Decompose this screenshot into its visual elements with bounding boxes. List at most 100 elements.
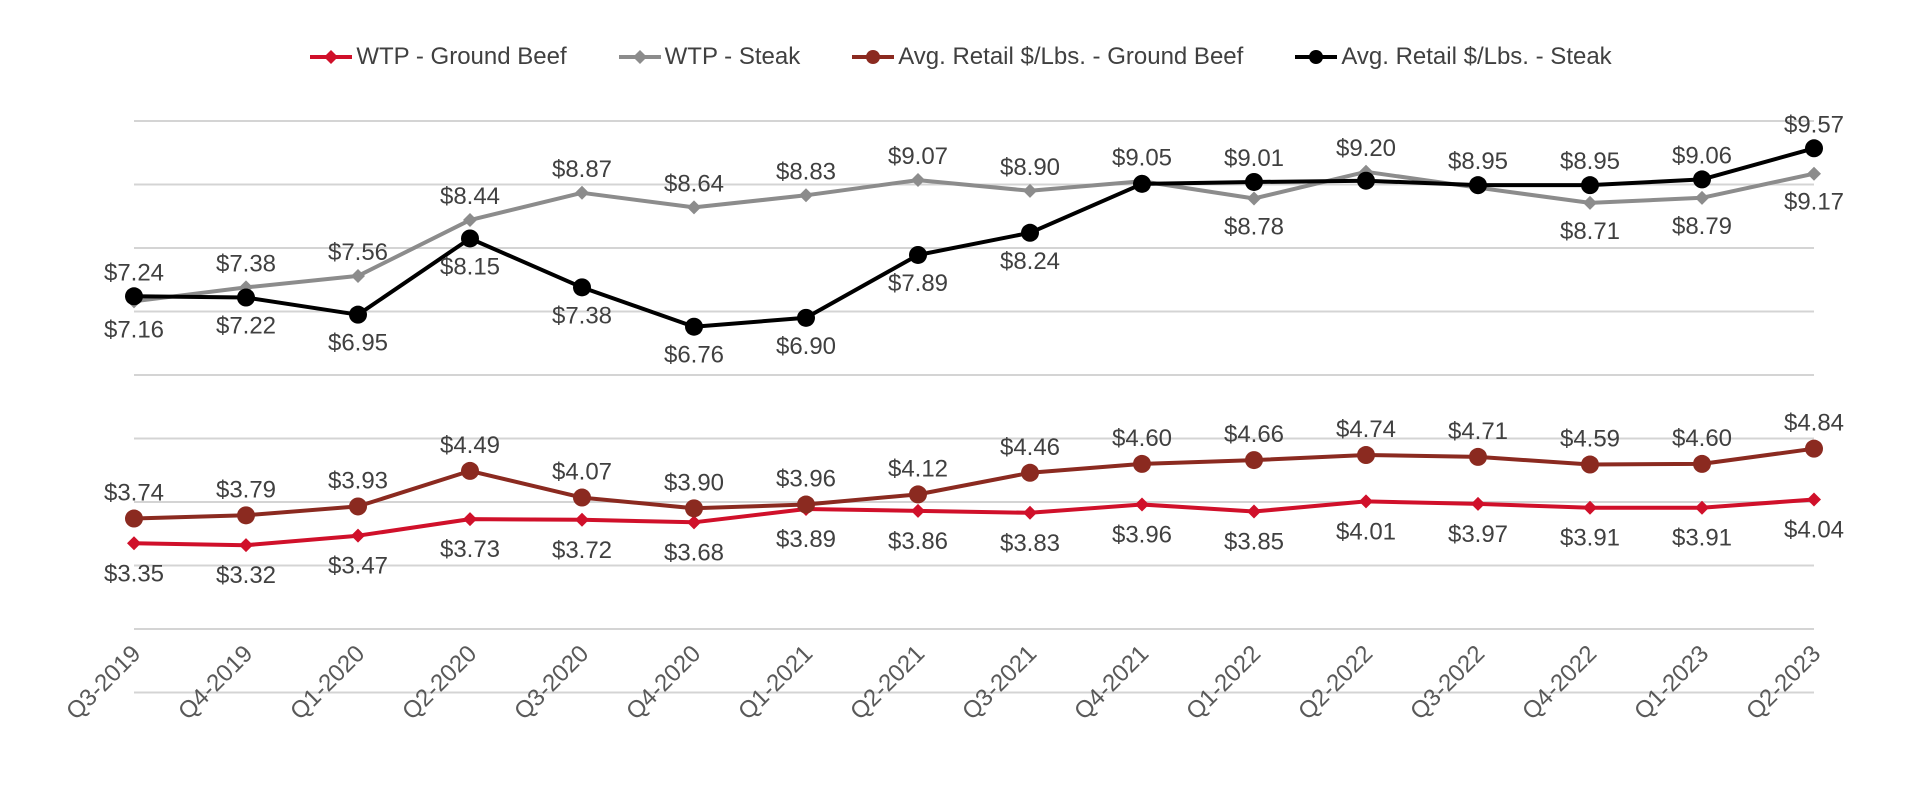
data-label: $4.49 xyxy=(440,432,500,459)
series-line xyxy=(133,497,1815,548)
data-label: $7.16 xyxy=(104,316,164,343)
data-label: $3.90 xyxy=(664,469,724,496)
legend-swatch xyxy=(618,50,661,64)
data-label: $3.79 xyxy=(216,476,276,503)
data-point xyxy=(573,488,591,507)
data-label: $8.79 xyxy=(1672,213,1732,240)
x-tick-label: Q2-2022 xyxy=(1293,640,1378,725)
data-point xyxy=(1805,439,1823,458)
x-tick-label: Q4-2020 xyxy=(621,640,706,725)
data-point xyxy=(1469,447,1487,466)
data-point xyxy=(463,512,477,527)
data-label: $3.97 xyxy=(1448,521,1508,548)
data-label: $3.96 xyxy=(776,466,836,493)
data-label: $4.04 xyxy=(1784,516,1844,543)
data-point xyxy=(685,499,703,518)
data-label: $3.86 xyxy=(888,528,948,555)
data-label: $4.84 xyxy=(1784,410,1844,437)
data-label: $4.46 xyxy=(1000,434,1060,461)
data-point xyxy=(911,173,925,188)
data-label: $3.68 xyxy=(664,539,724,566)
x-tick-label: Q3-2019 xyxy=(61,640,146,725)
data-label: $3.85 xyxy=(1224,529,1284,556)
data-point xyxy=(1471,496,1485,511)
data-point xyxy=(125,509,143,528)
series-1 xyxy=(127,164,1821,309)
data-label: $3.96 xyxy=(1112,522,1172,549)
data-point xyxy=(1583,500,1597,515)
x-tick-label: Q3-2020 xyxy=(509,640,594,725)
data-label: $7.22 xyxy=(216,313,276,340)
data-point xyxy=(1245,451,1263,470)
data-label: $9.01 xyxy=(1224,145,1284,172)
data-point xyxy=(1359,494,1373,509)
data-point xyxy=(237,288,255,307)
data-point xyxy=(1357,171,1375,190)
data-point xyxy=(1023,505,1037,520)
data-label: $6.90 xyxy=(776,333,836,360)
data-point xyxy=(909,245,927,264)
data-label: $3.47 xyxy=(328,553,388,580)
series-line xyxy=(133,169,1815,304)
data-label: $8.90 xyxy=(1000,154,1060,181)
data-point xyxy=(1021,223,1039,242)
data-label: $8.78 xyxy=(1224,213,1284,240)
data-label: $6.76 xyxy=(664,342,724,369)
data-point xyxy=(1133,454,1151,473)
x-tick-label: Q1-2023 xyxy=(1629,640,1714,725)
series-2 xyxy=(125,439,1823,528)
data-point xyxy=(127,536,141,551)
data-point xyxy=(1805,139,1823,158)
data-point xyxy=(1469,176,1487,195)
data-label: $7.38 xyxy=(552,302,612,329)
data-label: $3.91 xyxy=(1560,525,1620,552)
legend-label: Avg. Retail $/Lbs. - Steak xyxy=(1341,43,1612,70)
data-label: $8.83 xyxy=(776,158,836,185)
data-label: $9.07 xyxy=(888,143,948,170)
x-tick-label: Q4-2021 xyxy=(1069,640,1154,725)
data-point xyxy=(1245,172,1263,191)
x-tick-label: Q3-2022 xyxy=(1405,640,1490,725)
data-point xyxy=(799,188,813,203)
legend-label: Avg. Retail $/Lbs. - Ground Beef xyxy=(898,43,1244,70)
data-label: $3.35 xyxy=(104,560,164,587)
x-tick-label: Q1-2020 xyxy=(285,640,370,725)
x-tick-label: Q3-2021 xyxy=(957,640,1042,725)
data-point xyxy=(575,185,589,200)
data-label: $3.74 xyxy=(104,480,164,507)
data-point xyxy=(797,495,815,514)
legend: WTP - Ground Beef WTP - Steak Avg. Retai… xyxy=(0,40,1920,74)
x-tick-label: Q2-2021 xyxy=(845,640,930,725)
data-point xyxy=(351,528,365,543)
data-point xyxy=(1247,504,1261,519)
x-tick-label: Q2-2020 xyxy=(397,640,482,725)
data-point xyxy=(1247,191,1261,206)
data-label: $7.24 xyxy=(104,259,164,286)
data-label: $4.60 xyxy=(1672,425,1732,452)
data-point xyxy=(1021,463,1039,482)
x-tick-label: Q4-2019 xyxy=(173,640,258,725)
data-point xyxy=(1581,176,1599,195)
data-label: $7.38 xyxy=(216,250,276,277)
legend-item-retail-steak: Avg. Retail $/Lbs. - Steak xyxy=(1293,43,1612,71)
data-label: $4.60 xyxy=(1112,425,1172,452)
data-point xyxy=(461,229,479,248)
gridlines xyxy=(134,120,1814,694)
x-tick-label: Q4-2022 xyxy=(1517,640,1602,725)
data-label: $8.87 xyxy=(552,156,612,183)
data-label: $3.83 xyxy=(1000,530,1060,557)
data-label: $4.66 xyxy=(1224,421,1284,448)
data-label: $3.72 xyxy=(552,537,612,564)
data-label: $8.15 xyxy=(440,253,500,280)
data-label: $7.89 xyxy=(888,270,948,297)
data-label: $4.12 xyxy=(888,455,948,482)
data-point xyxy=(687,200,701,215)
x-tick-label: Q1-2021 xyxy=(733,640,818,725)
data-point xyxy=(687,515,701,530)
legend-swatch xyxy=(1295,50,1338,64)
data-label: $9.20 xyxy=(1336,135,1396,162)
data-point xyxy=(237,506,255,525)
data-label: $9.57 xyxy=(1784,111,1844,138)
legend-label: WTP - Ground Beef xyxy=(356,43,567,70)
